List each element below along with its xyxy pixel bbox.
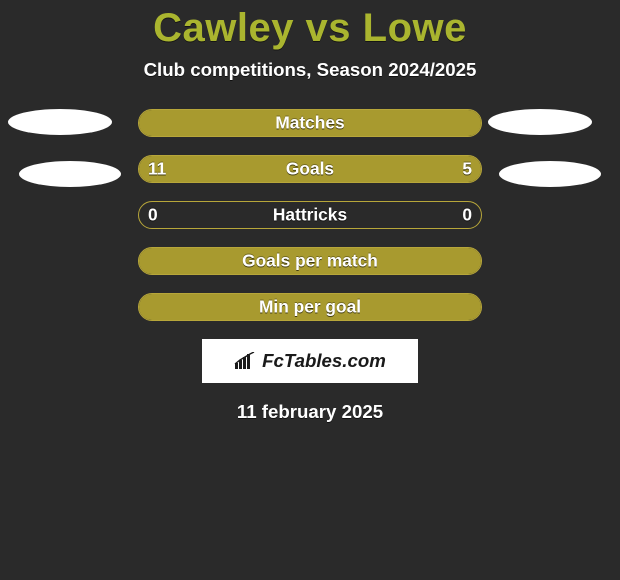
stat-name: Matches bbox=[275, 113, 344, 134]
footer-date: 11 february 2025 bbox=[0, 401, 620, 423]
stat-name: Goals bbox=[286, 159, 334, 180]
stat-bars: Matches 11 Goals 5 0 Hattricks 0 bbox=[138, 109, 482, 321]
player-left-ellipse-2 bbox=[19, 161, 121, 187]
stat-row-goals: 11 Goals 5 bbox=[138, 155, 482, 183]
stat-name: Goals per match bbox=[242, 251, 378, 272]
player-right-ellipse-2 bbox=[499, 161, 601, 187]
stat-row-min-per-goal: Min per goal bbox=[138, 293, 482, 321]
comparison-stage: Matches 11 Goals 5 0 Hattricks 0 bbox=[0, 109, 620, 423]
page-subtitle: Club competitions, Season 2024/2025 bbox=[0, 59, 620, 81]
stat-row-goals-per-match: Goals per match bbox=[138, 247, 482, 275]
page-title: Cawley vs Lowe bbox=[0, 0, 620, 51]
stat-name: Min per goal bbox=[259, 297, 361, 318]
stat-value-left: 11 bbox=[148, 159, 166, 180]
stat-value-right: 5 bbox=[462, 159, 472, 180]
player-left-ellipse-1 bbox=[8, 109, 112, 135]
stat-value-right: 0 bbox=[462, 205, 472, 226]
stat-row-hattricks: 0 Hattricks 0 bbox=[138, 201, 482, 229]
player-right-ellipse-1 bbox=[488, 109, 592, 135]
brand-box: FcTables.com bbox=[202, 339, 418, 383]
brand-text: FcTables.com bbox=[262, 350, 386, 372]
stat-row-matches: Matches bbox=[138, 109, 482, 137]
stat-name: Hattricks bbox=[273, 205, 347, 226]
stat-value-left: 0 bbox=[148, 205, 158, 226]
barchart-icon bbox=[234, 352, 256, 370]
